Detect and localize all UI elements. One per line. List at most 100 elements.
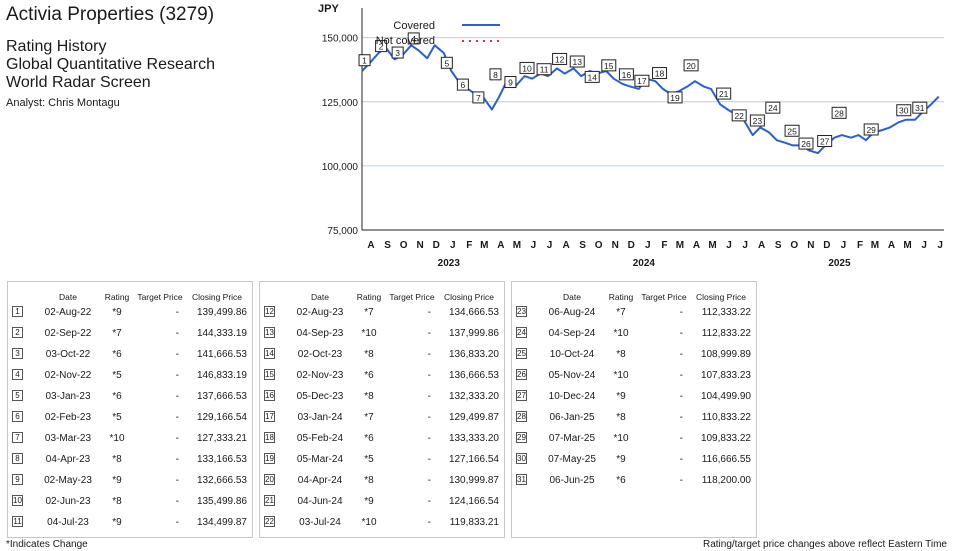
cell-rating: *7 — [112, 328, 122, 339]
rating-marker-box — [552, 52, 568, 65]
rating-table-2: Date Rating Target Price Closing Price 12 02-… — [259, 281, 505, 538]
cell-date: 02-Oct-23 — [297, 349, 343, 360]
row-number-box: 10 — [12, 495, 23, 506]
cell-date: 06-Aug-24 — [548, 307, 596, 318]
cell-closing: 129,499.87 — [448, 412, 499, 423]
cell-date: 04-Jun-24 — [297, 496, 343, 507]
year-label: 2025 — [828, 258, 851, 269]
legend-not-covered-label: Not covered — [376, 35, 435, 47]
x-tick-label: M — [676, 240, 684, 251]
row-number-box: 9 — [12, 474, 23, 485]
x-tick-label: D — [628, 240, 635, 251]
rating-marker-box — [440, 56, 453, 69]
rating-marker-label: 29 — [866, 125, 876, 135]
table-row: 3 03-Oct-22 *6 - 141,666.53 — [8, 345, 254, 363]
cell-closing: 144,333.19 — [196, 328, 247, 339]
cell-target: - — [427, 496, 431, 507]
rating-marker-box — [896, 104, 912, 117]
cell-target: - — [679, 454, 683, 465]
cell-closing: 107,833.23 — [700, 370, 751, 381]
cell-date: 05-Feb-24 — [296, 433, 344, 444]
rating-marker-box — [456, 78, 469, 91]
cell-target: - — [427, 328, 431, 339]
column-header-date: Date — [311, 292, 329, 302]
table-row: 20 04-Apr-24 *8 - 130,999.87 — [260, 471, 506, 489]
table-row: 25 10-Oct-24 *8 - 108,999.89 — [512, 345, 758, 363]
x-tick-label: S — [775, 240, 782, 251]
x-tick-label: A — [497, 240, 504, 251]
cell-target: - — [427, 475, 431, 486]
cell-closing: 124,166.54 — [448, 496, 499, 507]
x-tick-label: O — [400, 240, 408, 251]
rating-marker-box — [683, 59, 699, 72]
row-number-box: 21 — [264, 495, 275, 506]
cell-target: - — [175, 370, 179, 381]
rating-marker-box — [536, 63, 552, 76]
table-row: 4 02-Nov-22 *5 - 146,833.19 — [8, 366, 254, 384]
table-row: 8 04-Apr-23 *8 - 133,166.53 — [8, 450, 254, 468]
table-row: 11 04-Jul-23 *9 - 134,499.87 — [8, 513, 254, 531]
cell-closing: 112,333.22 — [701, 307, 751, 318]
cell-date: 04-Sep-24 — [548, 328, 596, 339]
row-number-box: 14 — [264, 348, 275, 359]
cell-closing: 129,166.54 — [196, 412, 247, 423]
row-number-box: 29 — [516, 432, 527, 443]
cell-closing: 136,833.20 — [448, 349, 499, 360]
x-tick-label: M — [480, 240, 488, 251]
cell-date: 04-Sep-23 — [296, 328, 344, 339]
table-row: 18 05-Feb-24 *6 - 133,333.20 — [260, 429, 506, 447]
table-row: 14 02-Oct-23 *8 - 136,833.20 — [260, 345, 506, 363]
table-row: 15 02-Nov-23 *6 - 136,666.53 — [260, 366, 506, 384]
rating-marker-label: 18 — [655, 69, 665, 79]
row-number-box: 3 — [12, 348, 23, 359]
cell-closing: 146,833.19 — [196, 370, 247, 381]
table-row: 22 03-Jul-24 *10 - 119,833.21 — [260, 513, 506, 531]
legend-covered-label: Covered — [393, 20, 435, 32]
cell-rating: *9 — [616, 391, 626, 402]
table-row: 12 02-Aug-23 *7 - 134,666.53 — [260, 303, 506, 321]
rating-marker-label: 12 — [555, 54, 565, 64]
table-row: 31 06-Jun-25 *6 - 118,200.00 — [512, 471, 758, 489]
rating-marker-label: 1 — [362, 56, 367, 66]
x-tick-label: O — [595, 240, 603, 251]
cell-rating: *7 — [616, 307, 626, 318]
cell-date: 07-Mar-25 — [548, 433, 596, 444]
cell-target: - — [175, 412, 179, 423]
cell-date: 02-Sep-22 — [44, 328, 92, 339]
cell-date: 02-May-23 — [44, 475, 92, 486]
cell-rating: *10 — [361, 517, 377, 528]
rating-marker-label: 20 — [686, 61, 696, 71]
rating-marker-label: 6 — [461, 80, 466, 90]
x-tick-label: M — [871, 240, 879, 251]
rating-marker-label: 21 — [719, 89, 729, 99]
cell-rating: *8 — [616, 412, 626, 423]
rating-marker-box — [716, 87, 732, 100]
x-tick-label: S — [384, 240, 391, 251]
x-tick-label: O — [790, 240, 798, 251]
rating-marker-box — [863, 123, 879, 136]
analyst-name: Analyst: Chris Montagu — [6, 97, 120, 109]
cell-target: - — [175, 433, 179, 444]
column-header-date: Date — [59, 292, 77, 302]
cell-closing: 137,666.53 — [196, 391, 247, 402]
table-row: 29 07-Mar-25 *10 - 109,833.22 — [512, 429, 758, 447]
rating-marker-box — [504, 76, 517, 89]
rating-marker-label: 16 — [622, 70, 632, 80]
row-number-box: 23 — [516, 306, 527, 317]
cell-target: - — [175, 454, 179, 465]
row-number-box: 2 — [12, 327, 23, 338]
rating-marker-label: 3 — [395, 48, 400, 58]
y-tick-label: 100,000 — [322, 162, 359, 173]
row-number-box: 8 — [12, 453, 23, 464]
company-title: Activia Properties (3279) — [6, 4, 215, 25]
column-header-date: Date — [563, 292, 581, 302]
cell-closing: 132,666.53 — [196, 475, 247, 486]
rating-marker-label: 2 — [379, 42, 384, 52]
table-row: 13 04-Sep-23 *10 - 137,999.86 — [260, 324, 506, 342]
cell-rating: *8 — [112, 496, 122, 507]
cell-date: 02-Aug-22 — [44, 307, 92, 318]
rating-marker-label: 4 — [411, 34, 416, 44]
y-tick-label: 125,000 — [322, 98, 359, 109]
cell-rating: *8 — [112, 454, 122, 465]
cell-closing: 127,166.54 — [448, 454, 499, 465]
